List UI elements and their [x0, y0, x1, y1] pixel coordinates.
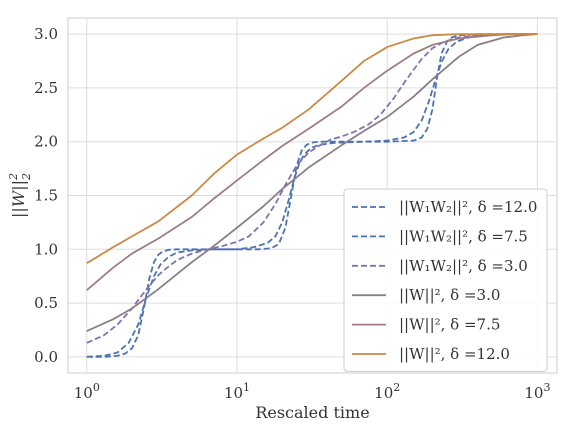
x-axis-ticks: 100 101 102 103: [74, 381, 551, 402]
legend-box: [343, 188, 548, 372]
y-tick-label: 0.0: [34, 348, 58, 366]
series-line-1: [86, 33, 538, 358]
x-tick-label: 101: [224, 381, 250, 402]
y-axis-ticks: 0.0 0.5 1.0 1.5 2.0 2.5 3.0: [34, 25, 58, 366]
legend-label: ||W₁W₂||², δ =3.0: [399, 257, 528, 275]
legend-label: ||W₁W₂||², δ =12.0: [399, 198, 537, 216]
x-tick-label: 102: [374, 381, 400, 402]
series-group: [86, 33, 538, 358]
legend-label: ||W₁W₂||², δ =7.5: [399, 227, 528, 245]
x-tick-label: 103: [524, 381, 550, 402]
legend: ||W₁W₂||², δ =12.0 ||W₁W₂||², δ =7.5 ||W₁W…: [343, 188, 548, 372]
legend-label: ||W||², δ =3.0: [399, 286, 500, 304]
y-tick-label: 0.5: [34, 294, 58, 312]
y-tick-label: 1.5: [34, 187, 58, 205]
series-line-4: [86, 33, 538, 332]
x-tick-label: 100: [74, 381, 100, 402]
x-axis-label: Rescaled time: [255, 403, 369, 422]
series-line-2: [86, 33, 538, 358]
y-axis-label: ||W||22: [7, 173, 33, 218]
legend-label: ||W||², δ =12.0: [399, 345, 510, 363]
legend-label: ||W||², δ =7.5: [399, 316, 500, 334]
series-line-5: [86, 33, 538, 291]
y-tick-label: 2.5: [34, 79, 58, 97]
y-tick-label: 1.0: [34, 240, 58, 258]
series-line-6: [86, 33, 538, 265]
y-tick-label: 3.0: [34, 25, 58, 43]
y-axis-label-text: ||W||22: [7, 173, 33, 218]
y-tick-label: 2.0: [34, 133, 58, 151]
series-line-3: [86, 33, 538, 344]
